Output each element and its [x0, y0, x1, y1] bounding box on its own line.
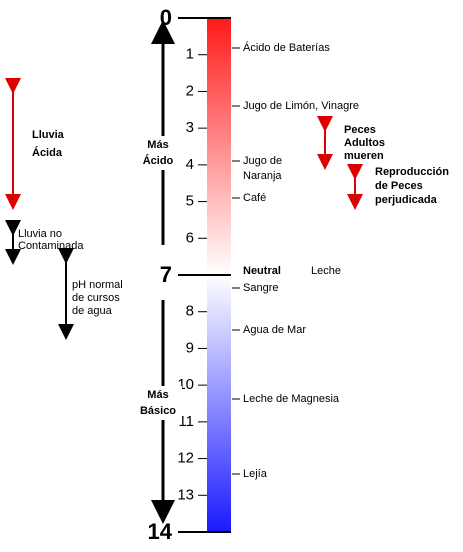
note: Reproducción — [375, 166, 449, 178]
substance: Leche de Magnesia — [243, 393, 340, 405]
tick-label: 9 — [186, 339, 194, 356]
direction-label: Ácido — [143, 154, 174, 167]
tick-label: 6 — [186, 229, 194, 246]
note: de agua — [72, 305, 113, 317]
substance: Leche — [311, 265, 341, 277]
pointers — [232, 47, 240, 475]
note: Ácida — [32, 146, 63, 159]
tick-label: 7 — [160, 262, 172, 287]
note: mueren — [344, 150, 384, 162]
substance: Lejía — [243, 468, 268, 480]
note: Lluvia no — [18, 228, 62, 240]
substance: Agua de Mar — [243, 324, 306, 336]
direction-label: Básico — [140, 405, 176, 417]
substance: Jugo de Limón, Vinagre — [243, 100, 359, 112]
note: Adultos — [344, 137, 385, 149]
direction-label: Más — [147, 139, 168, 151]
tick-label: 14 — [148, 519, 173, 544]
tick-label: 11 — [178, 413, 194, 430]
note: de cursos — [72, 292, 120, 304]
tick-label: 0 — [160, 5, 172, 30]
label-bg — [134, 386, 182, 420]
substance: Neutral — [243, 265, 281, 277]
tick-label: 5 — [186, 193, 194, 210]
note: Contaminada — [18, 240, 84, 252]
substance: Jugo de — [243, 155, 282, 167]
label-bg — [138, 136, 180, 170]
direction-label: Más — [147, 389, 168, 401]
tick-label: 3 — [186, 119, 194, 136]
note: Peces — [344, 124, 376, 136]
tick-label: 1 — [186, 46, 194, 63]
tick-label: 2 — [186, 82, 194, 99]
note: perjudicada — [375, 194, 438, 206]
tick-label: 8 — [186, 303, 194, 320]
substance: Ácido de Baterías — [243, 41, 330, 54]
note: Lluvia — [32, 129, 65, 141]
tick-label: 13 — [177, 486, 194, 503]
tick-label: 4 — [186, 156, 194, 173]
note: de Peces — [375, 180, 423, 192]
substance: Naranja — [243, 170, 282, 182]
tick-label: 12 — [177, 450, 194, 467]
substance: Café — [243, 192, 266, 204]
note: pH normal — [72, 279, 123, 291]
substance: Sangre — [243, 282, 278, 294]
